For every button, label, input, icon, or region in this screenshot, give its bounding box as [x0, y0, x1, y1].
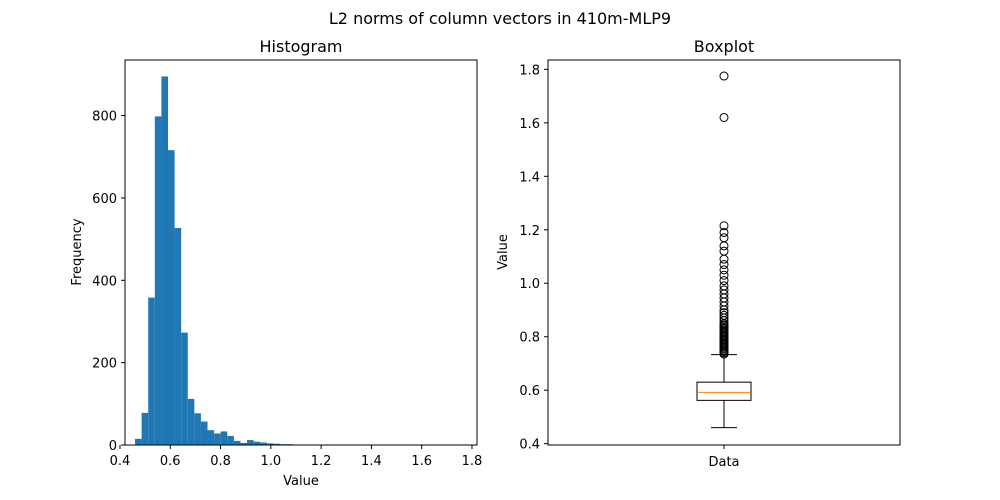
histogram-y-tick-label: 600: [92, 192, 117, 207]
boxplot-y-axis-label: Value: [496, 234, 511, 270]
histogram-bar: [273, 443, 280, 445]
histogram-panel: Histogram 0.4 0.6 0.8 1.0 1.2 1.4 1.6 1.8 0 200 4…: [70, 37, 482, 489]
histogram-bar: [220, 431, 228, 445]
histogram-x-tick-label: 0.8: [210, 454, 231, 469]
histogram-x-tick-label: 0.4: [110, 454, 131, 469]
boxplot-outlier-point: [719, 285, 729, 295]
histogram-x-tick-label: 1.0: [260, 454, 281, 469]
histogram-bar: [161, 76, 168, 445]
boxplot-y-tick-label: 0.6: [519, 384, 540, 399]
boxplot-outlier-point: [719, 276, 729, 286]
boxplot-outlier-point: [719, 112, 729, 122]
boxplot-outlier-point: [719, 71, 729, 81]
histogram-bar: [148, 297, 155, 445]
histogram-title: Histogram: [260, 37, 343, 56]
boxplot-y-tick-label: 1.8: [519, 63, 540, 78]
boxplot-y-tick-label: 1.6: [519, 117, 540, 132]
boxplot-outlier-point: [719, 221, 729, 231]
histogram-bar: [135, 438, 142, 445]
histogram-bar: [240, 442, 248, 445]
histogram-frame: [124, 59, 478, 446]
boxplot-outlier-point: [719, 227, 729, 237]
histogram-bar: [194, 413, 201, 445]
histogram-bar: [187, 398, 195, 445]
boxplot-outlier-point: [719, 260, 729, 270]
boxplot-y-tick-label: 1.4: [519, 170, 540, 185]
histogram-bar: [214, 433, 221, 445]
boxplot-title: Boxplot: [694, 37, 754, 56]
histogram-y-ticks: 0 200 400 600 800: [92, 110, 125, 454]
boxplot-y-ticks: 0.4 0.6 0.8 1.0 1.2 1.4 1.6 1.8: [519, 63, 548, 453]
histogram-x-ticks: 0.4 0.6 0.8 1.0 1.2 1.4 1.6 1.8: [110, 445, 483, 469]
histogram-y-tick-label: 200: [92, 357, 117, 372]
histogram-bar: [207, 430, 215, 445]
histogram-y-tick-label: 0: [109, 439, 117, 454]
histogram-bar: [253, 441, 261, 445]
boxplot-x-tick-label: Data: [708, 455, 739, 470]
boxplot-outliers: [719, 71, 729, 359]
histogram-bar: [141, 412, 149, 445]
boxplot-outlier-point: [719, 241, 729, 251]
boxplot-outlier-point: [719, 265, 729, 275]
boxplot-outlier-point: [719, 310, 729, 320]
boxplot-box: [696, 381, 752, 401]
boxplot-outlier-point: [719, 246, 729, 256]
histogram-bar: [174, 228, 182, 445]
histogram-bar: [233, 440, 241, 445]
boxplot-outlier-point: [719, 281, 729, 291]
boxplot-y-tick-label: 0.4: [519, 438, 540, 453]
boxplot-outlier-point: [719, 254, 729, 264]
histogram-y-tick-label: 800: [92, 110, 117, 125]
histogram-y-axis-label: Frequency: [70, 218, 85, 285]
histogram-bars: [135, 76, 294, 445]
histogram-bar: [266, 443, 274, 445]
histogram-bar: [260, 442, 267, 445]
boxplot-frame: [547, 59, 901, 446]
histogram-x-tick-label: 1.6: [411, 454, 432, 469]
histogram-bar: [227, 435, 234, 445]
boxplot-y-tick-label: 0.8: [519, 331, 540, 346]
boxplot-outlier-point: [719, 270, 729, 280]
histogram-x-tick-label: 1.8: [462, 454, 483, 469]
boxplot-panel: Boxplot 0.4 0.6 0.8 1.0 1.2 1.4 1.6 1.8 Data Va…: [496, 37, 901, 470]
histogram-x-tick-label: 1.4: [361, 454, 382, 469]
boxplot-y-tick-label: 1.0: [519, 277, 540, 292]
histogram-bar: [167, 150, 175, 445]
histogram-x-tick-label: 0.6: [160, 454, 181, 469]
figure-suptitle: L2 norms of column vectors in 410m-MLP9: [329, 9, 671, 28]
boxplot-y-tick-label: 1.2: [519, 224, 540, 239]
histogram-bar: [154, 116, 162, 445]
boxplot-outlier-point: [719, 233, 729, 243]
boxplot-outlier-point: [719, 308, 729, 318]
histogram-y-tick-label: 400: [92, 274, 117, 289]
histogram-bar: [181, 332, 188, 445]
histogram-bar: [200, 421, 208, 445]
histogram-bar: [247, 440, 254, 445]
histogram-x-axis-label: Value: [283, 474, 319, 489]
boxplot-body: [696, 354, 752, 429]
histogram-x-tick-label: 1.2: [311, 454, 332, 469]
